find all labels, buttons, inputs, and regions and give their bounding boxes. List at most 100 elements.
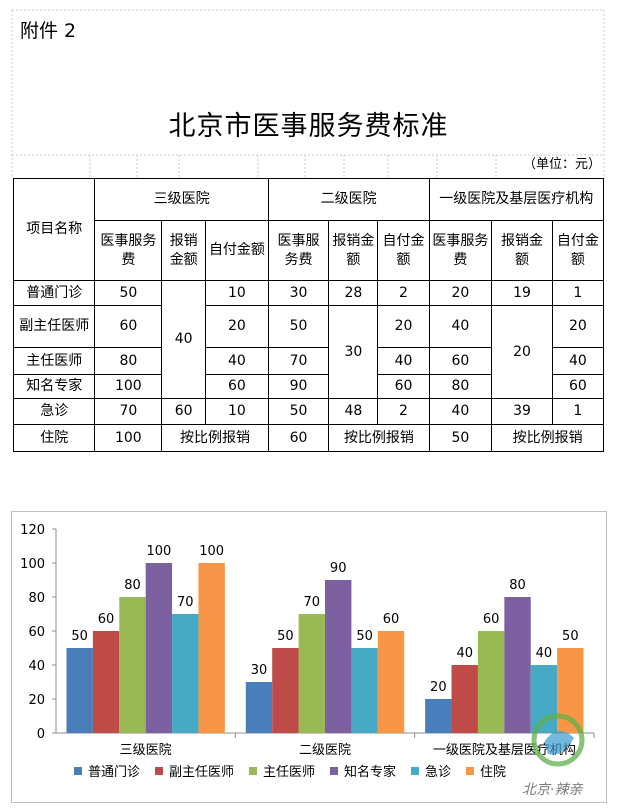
data-label: 60: [98, 612, 115, 627]
bar: [198, 563, 225, 733]
svg-text:北京·辣亲: 北京·辣亲: [522, 782, 583, 798]
x-category-label: 二级医院: [299, 743, 351, 758]
table-cell: 100: [94, 424, 163, 452]
bar: [325, 580, 352, 733]
bar: [477, 631, 505, 733]
table-cell: 10: [205, 280, 269, 306]
table-cell: 20: [551, 305, 605, 348]
table-cell: 28: [328, 280, 379, 306]
table-cell: 按比例报销: [161, 424, 269, 452]
table-cell: 1: [551, 280, 605, 306]
data-label: 90: [330, 561, 347, 576]
fee-bar-chart: 0 20 40 60 80 100 120 三级医院 50 60 80 100 70 100 二级医院 30 5…: [11, 511, 607, 803]
data-label: 80: [509, 578, 526, 593]
table-cell: 50: [428, 424, 493, 452]
table-cell: 80: [428, 374, 493, 399]
sub-header: 自付金额: [551, 220, 605, 281]
table-cell: 60: [551, 374, 605, 399]
bar: [451, 665, 478, 733]
data-label: 70: [177, 595, 194, 610]
data-label: 80: [124, 578, 141, 593]
table-cell: 40: [428, 305, 493, 348]
table-cell: 60: [205, 374, 269, 399]
data-label: 20: [430, 680, 447, 695]
level3-header: 三级医院: [94, 178, 269, 221]
y-tick-label: 20: [28, 693, 45, 708]
sub-header: 医事服务费: [94, 220, 163, 281]
table-row: 住院 100 按比例报销 60 按比例报销 50 按比例报销: [12, 424, 604, 452]
table-cell: 19: [491, 280, 553, 306]
data-label: 50: [562, 629, 579, 644]
table-cell: 70: [267, 347, 330, 375]
legend-swatch: [466, 767, 474, 775]
bar: [66, 648, 93, 733]
unit-label: （单位：元）: [522, 157, 601, 172]
table-row: 普通门诊 50 40 10 30 28 2 20 19 1: [12, 280, 605, 399]
bar: [298, 614, 325, 733]
data-label: 30: [251, 663, 268, 678]
y-tick-label: 60: [28, 625, 45, 640]
watermark-logo: 北京·辣亲: [522, 713, 585, 798]
legend-swatch: [74, 767, 82, 775]
table-cell: 10: [205, 398, 269, 425]
y-tick-label: 80: [28, 591, 45, 606]
data-label: 60: [483, 612, 500, 627]
data-label: 40: [456, 646, 473, 661]
sub-header: 报销金额: [491, 220, 553, 281]
table-cell: 60: [377, 374, 430, 399]
sub-header: 自付金额: [205, 220, 269, 281]
x-category-label: 三级医院: [120, 743, 172, 758]
legend-label: 急诊: [425, 765, 451, 780]
legend-label: 主任医师: [263, 765, 315, 780]
table-cell: 1: [551, 398, 605, 425]
sub-header: 报销金额: [161, 220, 207, 281]
bar: [245, 682, 273, 733]
data-label: 60: [383, 612, 400, 627]
sub-header: 报销金额: [328, 220, 379, 281]
page-title: 北京市医事服务费标准: [168, 111, 449, 142]
y-tick-label: 100: [20, 557, 45, 572]
table-cell: 20: [377, 305, 430, 348]
chart-canvas: 0 20 40 60 80 100 120 三级医院 50 60 80 100 70 100 二级医院 30 5…: [20, 523, 595, 780]
row-name: 副主任医师: [12, 305, 96, 348]
table-cell: 39: [491, 398, 553, 425]
bar: [425, 699, 452, 733]
table-cell: 2: [377, 280, 430, 306]
table-cell: 30: [267, 280, 330, 306]
sub-header: 医事服务费: [428, 220, 493, 281]
bar: [272, 648, 299, 733]
table-cell: 50: [267, 398, 330, 425]
table-cell: 70: [94, 398, 163, 425]
row-name: 主任医师: [12, 347, 96, 375]
bar: [119, 597, 146, 733]
data-label: 70: [304, 595, 321, 610]
data-label: 40: [536, 646, 553, 661]
table-cell: 60: [94, 305, 163, 348]
table-cell: 按比例报销: [328, 424, 430, 452]
y-tick-label: 0: [37, 727, 45, 742]
bar: [92, 631, 120, 733]
legend-label: 住院: [480, 765, 506, 780]
table-cell: 20: [428, 280, 493, 306]
row-name: 知名专家: [12, 374, 96, 399]
table-cell: 48: [328, 398, 379, 425]
table-cell: 40: [377, 347, 430, 375]
table-cell: 60: [428, 347, 493, 375]
attachment-label: 附件 2: [20, 20, 77, 42]
level1-header: 一级医院及基层医疗机构: [428, 178, 605, 221]
legend-swatch: [411, 767, 419, 775]
header-row-sub: 医事服务费 报销金额 自付金额 医事服务费 报销金额 自付金额 医事服务费 报销…: [14, 220, 605, 281]
legend-label: 普通门诊: [88, 765, 140, 780]
item-name-header: 项目名称: [12, 178, 96, 281]
data-label: 100: [199, 544, 224, 559]
header-row-levels: 项目名称 三级医院 二级医院 一级医院及基层医疗机构: [12, 178, 605, 281]
table-cell: 40: [428, 398, 493, 425]
bar: [172, 614, 199, 733]
table-row: 副主任医师 60 20 50 30 20 40 20 20: [12, 305, 605, 399]
bar: [351, 648, 378, 733]
table-cell: 按比例报销: [491, 424, 604, 452]
row-name: 住院: [12, 424, 96, 452]
legend-swatch: [330, 767, 338, 775]
y-tick-label: 40: [28, 659, 45, 674]
table-cell: 50: [267, 305, 330, 348]
